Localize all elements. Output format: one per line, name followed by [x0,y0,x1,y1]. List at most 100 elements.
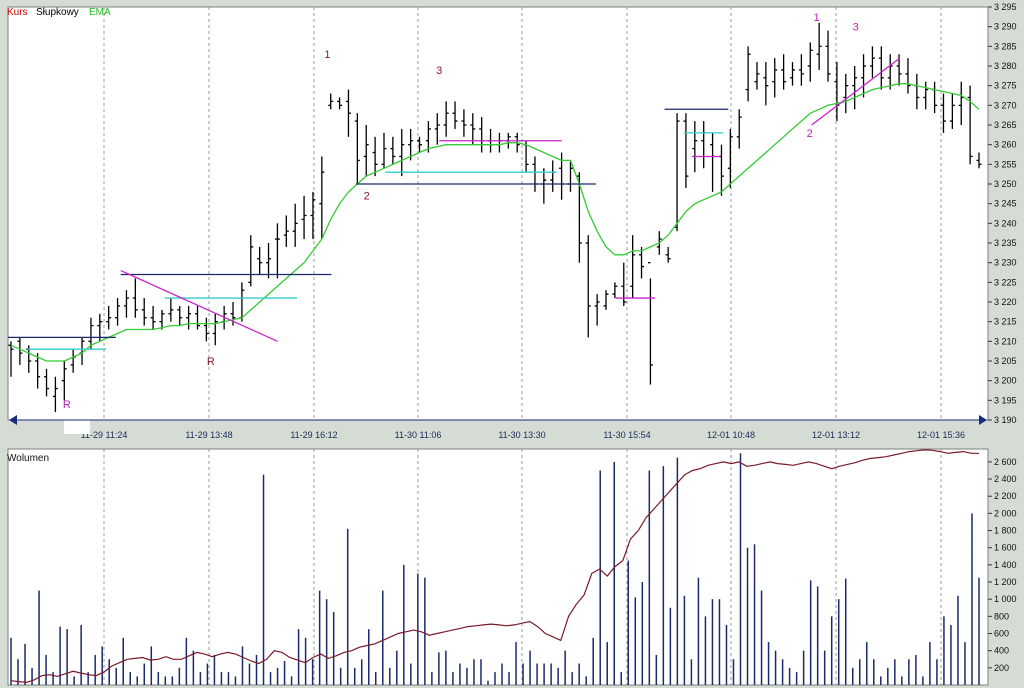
ohlc-bar [283,215,289,247]
ohlc-bar [754,62,760,90]
y-tick-label: 3 230 [994,258,1017,268]
y-tick-label: 3 195 [994,395,1017,405]
ohlc-bar [354,113,360,184]
ohlc-bar [816,22,822,70]
y-tick-label: 3 255 [994,159,1017,169]
legend-slupkowy: Słupkowy [36,7,79,18]
trend-line [811,57,901,126]
y-tick-label: 3 250 [994,179,1017,189]
y-tick-label: 3 215 [994,317,1017,327]
ohlc-bar [665,246,671,263]
pattern-annotation: R [207,356,215,368]
ohlc-bar [452,101,458,129]
ohlc-bar [44,368,50,397]
x-tick-label: 11-29 13:48 [185,430,232,440]
ohlc-bar [683,113,689,188]
ohlc-bar [266,243,272,279]
y-tick-label: 3 295 [994,2,1017,12]
y-tick-label: 3 270 [994,100,1017,110]
ohlc-bar [852,66,858,110]
y-tick-label: 1 200 [994,577,1017,587]
ohlc-bar [257,246,263,275]
y-tick-label: 1 000 [994,594,1017,604]
ohlc-bar [141,298,147,326]
pattern-annotation: 3 [436,65,442,77]
y-tick-label: 400 [994,646,1009,656]
ohlc-bar [443,101,449,137]
volume-plot-area [7,448,989,686]
ohlc-bar [417,136,423,153]
y-tick-label: 3 205 [994,356,1017,366]
pattern-annotation: 3 [853,22,859,34]
y-tick-label: 3 235 [994,238,1017,248]
ohlc-bar [692,121,698,173]
ohlc-bar [150,305,156,330]
ohlc-bar [745,46,751,102]
price-plot-area [7,6,989,421]
ohlc-bar [390,136,396,165]
y-tick-label: 2 600 [994,457,1017,467]
legend-kurs: Kurs [7,7,28,18]
ohlc-bar [887,54,893,90]
y-tick-label: 1 600 [994,543,1017,553]
ohlc-bar [345,89,351,137]
y-tick-label: 3 240 [994,218,1017,228]
ohlc-bar [781,54,787,90]
ohlc-bar [106,305,112,330]
pattern-annotation: 2 [364,191,370,203]
ohlc-bar [976,152,982,169]
ohlc-bar [727,128,733,188]
x-tick-label: 11-30 15:54 [603,430,650,440]
ohlc-bar [576,172,582,263]
ohlc-bar [212,313,218,346]
ohlc-bar [461,109,467,137]
scroll-left-arrow[interactable] [9,415,17,425]
ohlc-bar [88,317,94,350]
y-tick-label: 3 285 [994,41,1017,51]
ohlc-bar [905,58,911,94]
pattern-annotation: 2 [807,128,813,140]
ohlc-bar [115,298,121,326]
ohlc-bar [35,353,41,389]
ohlc-bar [861,54,867,98]
ohlc-bar [408,128,414,161]
ohlc-bar [274,223,280,279]
ohlc-bar [123,290,129,318]
ohlc-bar [363,125,369,177]
ohlc-bar [825,30,831,82]
ohlc-bar [61,361,67,401]
ohlc-bar [612,282,618,299]
ohlc-bar [52,376,58,413]
y-tick-label: 3 220 [994,297,1017,307]
scroll-right-arrow[interactable] [979,415,987,425]
ohlc-bar [248,235,254,287]
ohlc-bar [621,262,627,306]
ohlc-bar [647,262,653,385]
ohlc-bar [967,85,973,165]
ohlc-bar [337,97,343,110]
ohlc-bar [798,54,804,86]
ohlc-bar [399,128,405,177]
volume-average-line [10,449,979,684]
volume-chart: 200 400 600 800 1 000 1 200 1 400 1 600 1 800 2 0… [7,448,1017,686]
y-tick-label: 2 400 [994,474,1017,484]
y-tick-label: 1 400 [994,560,1017,570]
trend-line [120,269,278,342]
y-tick-label: 600 [994,629,1009,639]
x-tick-label: 11-30 11:06 [395,430,442,440]
ohlc-bar [203,317,209,342]
ohlc-bar [807,42,813,82]
ohlc-bar [381,132,387,169]
ohlc-bar [319,156,325,240]
y-tick-label: 3 200 [994,376,1017,386]
ohlc-bar [168,298,174,322]
ohlc-bar [372,136,378,177]
y-tick-label: 3 225 [994,277,1017,287]
ohlc-bar [772,58,778,98]
ohlc-bar [763,62,769,106]
ohlc-bar [17,337,23,365]
pattern-annotation: 1 [324,49,330,61]
y-tick-label: 1 800 [994,526,1017,536]
x-tick-label: 12-01 15:36 [917,430,965,440]
